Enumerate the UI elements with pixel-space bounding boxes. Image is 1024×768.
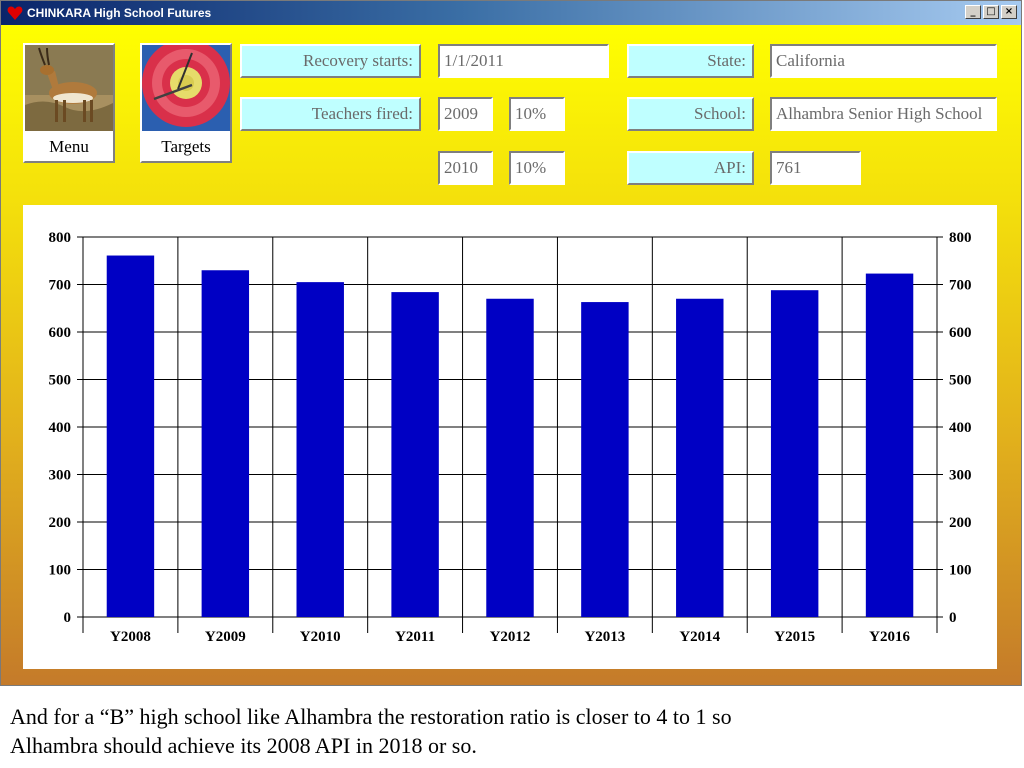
teachers-fired-label: Teachers fired: xyxy=(240,97,421,131)
y-tick-label-left: 800 xyxy=(49,230,72,246)
x-tick-label: Y2010 xyxy=(300,629,341,645)
bar-y2015 xyxy=(770,290,819,617)
bar-y2008 xyxy=(106,255,155,617)
y-tick-label-right: 200 xyxy=(949,515,972,531)
y-tick-label-right: 600 xyxy=(949,325,972,341)
y-tick-label-left: 500 xyxy=(49,373,72,389)
caption-line-1: And for a “B” high school like Alhambra … xyxy=(10,704,732,729)
menu-tile-label: Menu xyxy=(25,133,113,161)
teachers-fired-percent-2010[interactable]: 10% xyxy=(509,151,565,185)
y-tick-label-left: 700 xyxy=(49,278,72,294)
recovery-starts-label: Recovery starts: xyxy=(240,44,421,78)
bar-y2011 xyxy=(391,292,439,617)
y-tick-label-right: 700 xyxy=(949,278,972,294)
bar-y2012 xyxy=(486,298,534,617)
bar-y2013 xyxy=(581,302,629,617)
caption-line-2: Alhambra should achieve its 2008 API in … xyxy=(10,733,477,758)
window-controls: _ □ × xyxy=(965,5,1017,19)
x-tick-label: Y2016 xyxy=(869,629,910,645)
y-tick-label-left: 600 xyxy=(49,325,72,341)
y-tick-label-left: 200 xyxy=(49,515,72,531)
teachers-fired-year-2010[interactable]: 2010 xyxy=(438,151,493,185)
window-title: CHINKARA High School Futures xyxy=(27,6,212,20)
target-icon xyxy=(142,45,230,131)
bar-y2009 xyxy=(201,270,250,617)
app-window: CHINKARA High School Futures _ □ × xyxy=(0,0,1022,686)
y-tick-label-left: 0 xyxy=(64,610,72,626)
y-tick-label-left: 400 xyxy=(49,420,72,436)
title-bar[interactable]: CHINKARA High School Futures _ □ × xyxy=(1,1,1021,25)
school-label: School: xyxy=(627,97,754,131)
y-tick-label-left: 300 xyxy=(49,468,72,484)
y-tick-label-right: 100 xyxy=(949,563,972,579)
client-area: Menu Targets Recovery starts: 1/1/2011 xyxy=(1,25,1021,685)
x-tick-label: Y2009 xyxy=(205,629,246,645)
x-tick-label: Y2014 xyxy=(679,629,720,645)
recovery-starts-field[interactable]: 1/1/2011 xyxy=(438,44,609,78)
chart-panel: 0 0 100 100 200 200 300 300 400 400 500 500 600 600 70… xyxy=(23,205,997,669)
api-field[interactable]: 761 xyxy=(770,151,861,185)
x-tick-label: Y2008 xyxy=(110,629,151,645)
y-tick-label-right: 400 xyxy=(949,420,972,436)
school-field[interactable]: Alhambra Senior High School xyxy=(770,97,997,131)
caption: And for a “B” high school like Alhambra … xyxy=(10,702,1010,760)
maximize-button[interactable]: □ xyxy=(983,5,999,19)
targets-tile-label: Targets xyxy=(142,133,230,161)
menu-tile[interactable]: Menu xyxy=(23,43,115,163)
close-button[interactable]: × xyxy=(1001,5,1017,19)
bar-y2014 xyxy=(676,298,724,617)
gazelle-icon xyxy=(25,45,113,131)
bar-y2010 xyxy=(296,282,344,617)
heart-icon xyxy=(7,6,23,20)
targets-tile[interactable]: Targets xyxy=(140,43,232,163)
x-tick-label: Y2015 xyxy=(774,629,815,645)
y-tick-label-right: 0 xyxy=(949,610,957,626)
x-tick-label: Y2011 xyxy=(395,629,435,645)
x-tick-label: Y2013 xyxy=(584,629,625,645)
minimize-button[interactable]: _ xyxy=(965,5,981,19)
state-label: State: xyxy=(627,44,754,78)
y-tick-label-left: 100 xyxy=(49,563,72,579)
teachers-fired-year-2009[interactable]: 2009 xyxy=(438,97,493,131)
api-label: API: xyxy=(627,151,754,185)
state-field[interactable]: California xyxy=(770,44,997,78)
y-tick-label-right: 300 xyxy=(949,468,972,484)
y-tick-label-right: 800 xyxy=(949,230,972,246)
y-tick-label-right: 500 xyxy=(949,373,972,389)
bar-y2016 xyxy=(865,273,914,617)
teachers-fired-percent-2009[interactable]: 10% xyxy=(509,97,565,131)
x-tick-label: Y2012 xyxy=(490,629,531,645)
api-bar-chart: 0 0 100 100 200 200 300 300 400 400 500 500 600 600 70… xyxy=(49,230,972,645)
